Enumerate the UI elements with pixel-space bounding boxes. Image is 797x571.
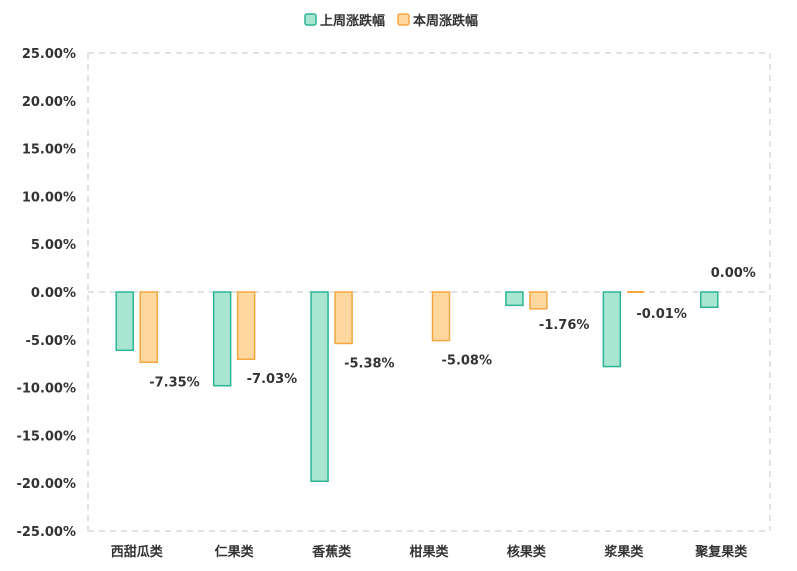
bar-last-week (602, 291, 622, 368)
y-tick-label: -25.00% (16, 525, 76, 540)
legend-label: 上周涨跌幅 (320, 13, 385, 29)
x-category-label: 香蕉类 (311, 544, 352, 560)
y-tick-label: -10.00% (16, 382, 76, 397)
y-tick-label: -20.00% (16, 477, 76, 492)
data-label: -5.38% (344, 356, 395, 371)
y-tick-label: 20.00% (22, 95, 76, 110)
bar-this-week (431, 291, 451, 342)
data-label: 0.00% (711, 266, 756, 281)
data-label: -7.03% (247, 372, 298, 387)
x-category-label: 浆果类 (603, 544, 644, 560)
bar-this-week (334, 291, 353, 345)
data-label: -7.35% (149, 375, 200, 390)
x-category-label: 柑果类 (409, 544, 449, 560)
x-category-label: 核果类 (507, 544, 547, 560)
y-tick-label: 0.00% (31, 286, 76, 301)
bar-last-week (505, 291, 524, 307)
x-category-label: 仁果类 (215, 544, 255, 560)
x-category-label: 西甜瓜类 (111, 544, 164, 560)
bar-last-week (212, 291, 232, 387)
bar-this-week (529, 291, 548, 310)
y-tick-label: 25.00% (22, 47, 76, 62)
y-tick-label: 10.00% (22, 190, 76, 205)
legend: 上周涨跌幅 本周涨跌幅 (304, 13, 478, 29)
bar-this-week (627, 291, 645, 293)
bar-this-week (139, 291, 158, 364)
y-tick-label: 15.00% (22, 143, 76, 158)
y-axis: 25.00% 20.00% 15.00% 10.00% 5.00% 0.00% -5.00%… (16, 47, 76, 540)
data-labels: -7.35% -7.03% -5.38% -5.08% -1.76% -0.01% 0.00… (149, 266, 756, 390)
bar-last-week (700, 291, 719, 309)
bar-this-week (236, 291, 256, 360)
grid (87, 52, 771, 532)
data-label: -1.76% (539, 318, 590, 333)
legend-swatch (397, 13, 410, 26)
y-tick-label: -5.00% (26, 334, 77, 349)
bars (115, 291, 719, 483)
x-category-label: 聚复果类 (694, 544, 748, 560)
x-axis: 西甜瓜类 仁果类 香蕉类 柑果类 核果类 浆果类 聚复果类 (111, 544, 749, 560)
y-tick-label: -15.00% (16, 429, 76, 444)
y-tick-label: 5.00% (31, 238, 76, 253)
bar-last-week (115, 291, 134, 352)
bar-last-week (310, 291, 329, 483)
legend-label: 本周涨跌幅 (413, 13, 478, 29)
data-label: -5.08% (442, 354, 493, 369)
data-label: -0.01% (636, 307, 687, 322)
legend-swatch (304, 13, 317, 26)
